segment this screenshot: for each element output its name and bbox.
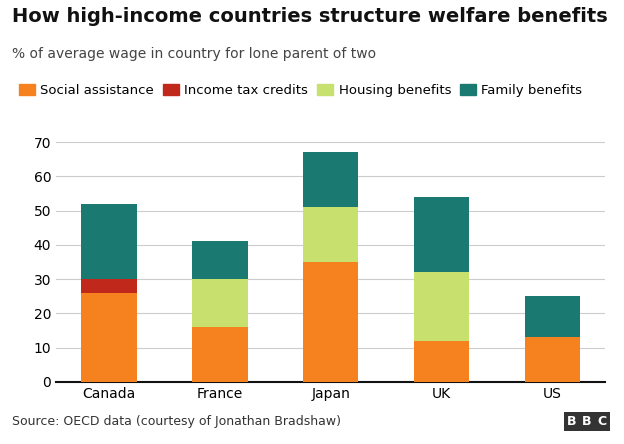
Bar xyxy=(414,272,469,341)
Bar xyxy=(303,207,358,262)
Bar xyxy=(81,279,137,293)
Text: Source: OECD data (courtesy of Jonathan Bradshaw): Source: OECD data (courtesy of Jonathan … xyxy=(12,415,341,428)
Text: C: C xyxy=(598,415,607,428)
Text: How high-income countries structure welfare benefits: How high-income countries structure welf… xyxy=(12,7,608,26)
Bar xyxy=(81,204,137,279)
Text: B: B xyxy=(582,415,592,428)
Text: % of average wage in country for lone parent of two: % of average wage in country for lone pa… xyxy=(12,47,377,61)
Bar xyxy=(414,197,469,272)
Text: B: B xyxy=(567,415,577,428)
Bar xyxy=(192,327,248,382)
Bar xyxy=(303,152,358,207)
Bar xyxy=(525,337,580,382)
Bar xyxy=(192,279,248,327)
Bar xyxy=(303,262,358,382)
Legend: Social assistance, Income tax credits, Housing benefits, Family benefits: Social assistance, Income tax credits, H… xyxy=(19,84,582,97)
Bar xyxy=(192,242,248,279)
Bar xyxy=(525,296,580,337)
Bar xyxy=(414,341,469,382)
Bar xyxy=(81,293,137,382)
